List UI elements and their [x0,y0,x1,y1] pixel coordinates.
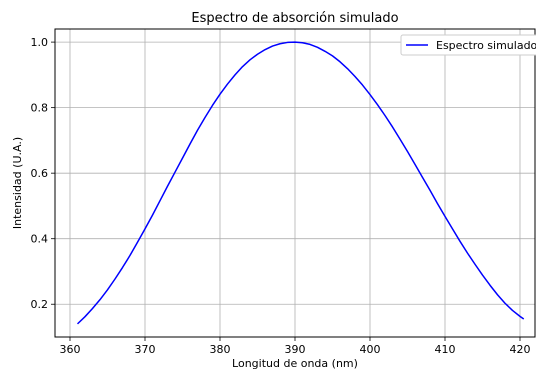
y-tick-label: 1.0 [31,36,49,49]
x-tick-label: 370 [135,343,156,356]
x-tick-label: 400 [360,343,381,356]
x-tick-label: 380 [210,343,231,356]
x-tick-label: 360 [60,343,81,356]
x-tick-label: 390 [285,343,306,356]
legend: Espectro simulado [400,34,536,56]
x-tick-label: 410 [435,343,456,356]
legend-box [400,34,536,56]
grid [55,29,535,337]
ticks: 360 370 380 390 400 410 420 0.2 0.4 0.6 0.8 1.0 [31,36,531,356]
y-tick-label: 0.4 [31,233,49,246]
y-tick-label: 0.6 [31,167,49,180]
series-line [76,41,525,325]
x-axis-label: Longitud de onda (nm) [232,357,358,370]
y-tick-label: 0.8 [31,102,49,115]
y-tick-label: 0.2 [31,298,49,311]
series-group [76,41,525,325]
y-axis-label: Intensidad (U.A.) [11,137,24,229]
x-tick-label: 420 [510,343,531,356]
chart-title: Espectro de absorción simulado [191,11,398,26]
legend-label: Espectro simulado [436,39,536,52]
